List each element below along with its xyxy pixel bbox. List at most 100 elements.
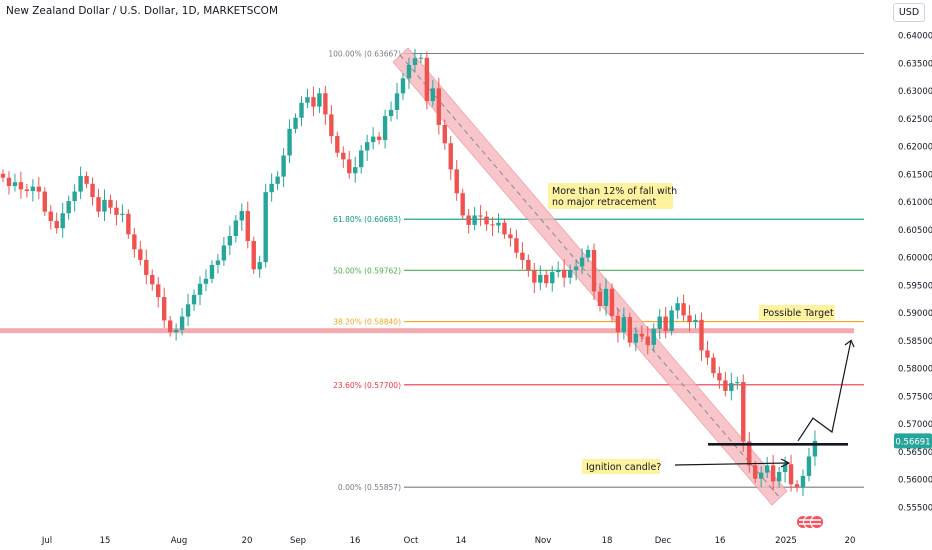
candle-body xyxy=(364,142,370,151)
candle xyxy=(72,184,77,212)
candle-body xyxy=(341,152,346,160)
candle xyxy=(179,308,185,336)
candle-body xyxy=(275,176,280,184)
candle xyxy=(812,430,818,466)
x-tick-label: 16 xyxy=(350,536,361,546)
event-marker-icon[interactable] xyxy=(810,515,824,529)
candle-body xyxy=(556,269,561,273)
candle-body xyxy=(12,182,18,187)
candle-body xyxy=(209,264,215,279)
candle-body xyxy=(311,97,316,107)
candle xyxy=(669,305,674,336)
candle-body xyxy=(239,211,244,221)
candle-body xyxy=(227,236,233,246)
candle-body xyxy=(693,319,698,323)
candle-body xyxy=(173,329,179,333)
x-tick-label: Oct xyxy=(404,536,419,546)
candle xyxy=(788,454,794,492)
candle xyxy=(717,366,722,389)
candle-body xyxy=(466,215,471,225)
calendar-events-icon[interactable] xyxy=(796,515,824,529)
candle xyxy=(60,202,65,238)
candle-body xyxy=(138,249,143,260)
candle-body xyxy=(329,114,334,137)
candle-body xyxy=(633,333,639,343)
candle xyxy=(12,173,18,192)
candle xyxy=(239,203,244,231)
candle-body xyxy=(585,249,591,258)
candle-body xyxy=(729,383,734,391)
candle xyxy=(544,270,549,288)
candle xyxy=(191,289,197,311)
candle-body xyxy=(526,259,531,271)
candle xyxy=(520,242,525,270)
candle-body xyxy=(621,317,627,333)
candle-body xyxy=(735,382,740,384)
candle-body xyxy=(48,211,53,222)
candle xyxy=(675,296,680,319)
candle xyxy=(430,79,436,107)
candle-body xyxy=(257,262,262,270)
candle xyxy=(532,263,537,294)
y-tick-label: 0.57000 xyxy=(898,420,932,430)
x-tick-label: Sep xyxy=(290,536,306,546)
candle-body xyxy=(764,465,770,473)
candle xyxy=(263,183,268,268)
candle xyxy=(579,248,585,274)
candle xyxy=(78,166,83,200)
candle xyxy=(496,213,501,233)
candle xyxy=(567,264,573,285)
candle xyxy=(221,237,227,266)
currency-button[interactable]: USD xyxy=(893,3,925,22)
y-tick-label: 0.62000 xyxy=(898,143,932,153)
candle xyxy=(293,113,298,134)
candle xyxy=(687,304,692,332)
candle-body xyxy=(430,88,436,102)
candle-body xyxy=(161,297,167,321)
candle-body xyxy=(394,93,400,110)
candle-body xyxy=(538,274,543,283)
candle xyxy=(711,353,716,378)
candle xyxy=(167,315,173,337)
candle-body xyxy=(185,304,191,317)
candle xyxy=(657,309,662,340)
candle xyxy=(126,209,131,239)
candle xyxy=(257,255,262,278)
fib-label: 100.00% (0.63667) xyxy=(328,49,401,58)
fib-label: 0.00% (0.55857) xyxy=(338,483,401,492)
candle-body xyxy=(532,270,537,283)
y-axis: 0.64000 0.63500 0.63000 0.62500 0.62000 0.615… xyxy=(898,32,932,514)
candle-body xyxy=(544,274,549,284)
candle xyxy=(723,371,728,397)
candle-body xyxy=(758,472,764,479)
candle xyxy=(651,323,656,352)
candle xyxy=(144,249,149,285)
candle-body xyxy=(156,284,161,298)
event-marker-stripe xyxy=(799,519,821,521)
candle xyxy=(776,466,782,488)
event-marker-stripe xyxy=(799,523,821,525)
candle-body xyxy=(514,238,519,253)
x-tick-label: Jul xyxy=(41,536,52,546)
candle xyxy=(448,135,453,180)
candle-body xyxy=(78,176,83,192)
candle-body xyxy=(221,245,227,261)
candle-body xyxy=(448,143,453,170)
candle-body xyxy=(293,117,298,129)
candle-body xyxy=(753,465,758,479)
candle xyxy=(794,479,800,493)
candle-body xyxy=(657,316,662,329)
candle-body xyxy=(323,93,328,115)
candle xyxy=(466,209,471,234)
candle-body xyxy=(167,320,173,333)
candle-body xyxy=(627,317,633,343)
y-tick-label: 0.58000 xyxy=(898,365,932,375)
candle-body xyxy=(263,192,268,263)
candle-body xyxy=(782,464,788,473)
candle xyxy=(621,307,627,340)
candle-body xyxy=(412,58,418,65)
x-tick-label: 15 xyxy=(100,536,111,546)
candle-body xyxy=(42,191,47,212)
